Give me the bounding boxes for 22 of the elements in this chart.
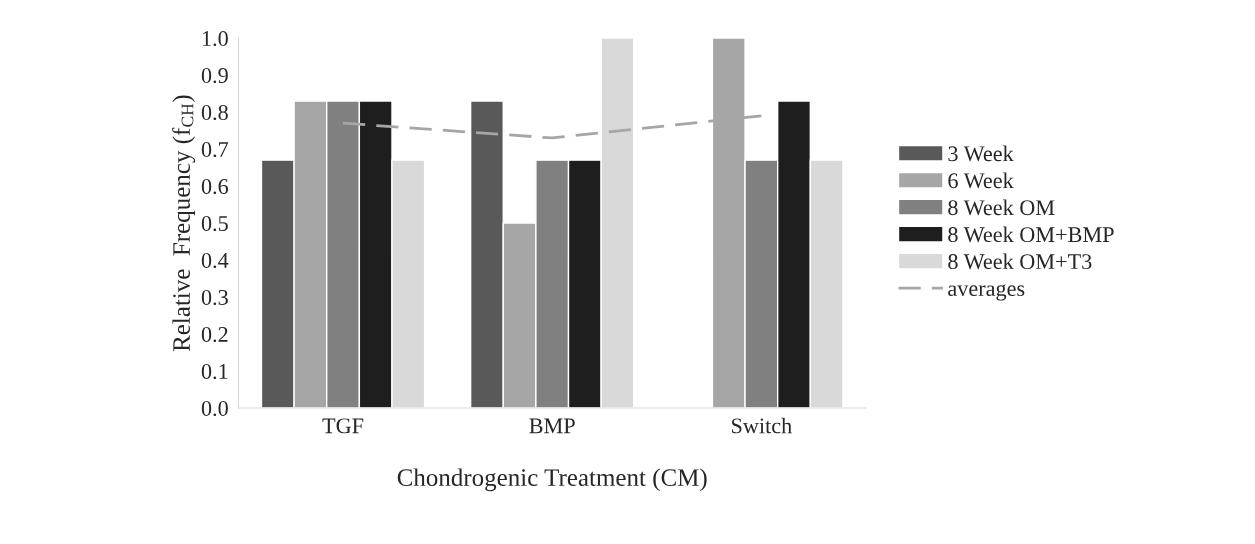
y-axis-title: Relative Frequency (f$_{CH}$) <box>172 95 196 352</box>
y-tick-label: 0.6 <box>201 178 229 195</box>
legend-label: 8 Week OM <box>948 199 1055 216</box>
legend-label: 8 Week OM+BMP <box>948 226 1114 243</box>
y-tick-label: 0.3 <box>201 289 228 306</box>
y-tick-label: 0.2 <box>201 326 228 343</box>
x-axis-title: Chondrogenic Treatment (CM) <box>397 468 707 492</box>
y-tick-label: 0.1 <box>201 363 228 380</box>
x-tick-label: Switch <box>731 417 792 434</box>
legend-label: 8 Week OM+T3 <box>948 253 1092 270</box>
legend-label: averages <box>948 284 1025 301</box>
x-tick-label: BMP <box>529 418 575 434</box>
y-tick-label: 0.4 <box>201 252 229 269</box>
y-tick-label: 0.8 <box>201 105 228 121</box>
legend-label: 6 Week <box>948 172 1014 189</box>
x-tick-label: TGF <box>322 418 364 434</box>
legend-label: 3 Week <box>948 145 1014 162</box>
y-tick-label: 0.7 <box>201 141 229 158</box>
y-tick-label: 0.0 <box>201 400 228 417</box>
y-tick-label: 1.0 <box>202 31 228 47</box>
y-tick-label: 0.5 <box>201 215 228 232</box>
y-tick-label: 0.9 <box>201 68 228 84</box>
